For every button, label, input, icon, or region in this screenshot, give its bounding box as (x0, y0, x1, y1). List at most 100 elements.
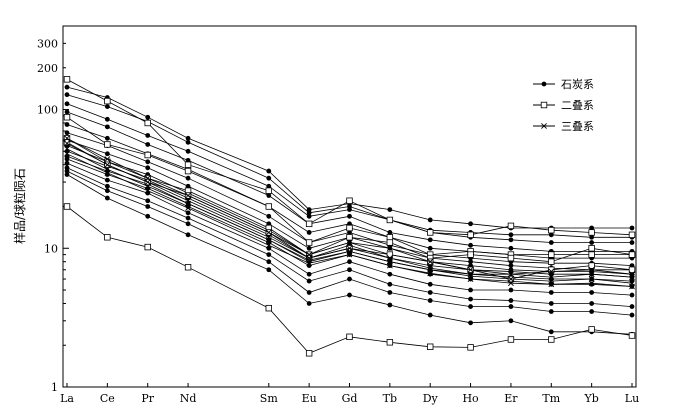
data-point (468, 242, 473, 248)
data-point (64, 84, 70, 90)
data-point (548, 258, 555, 265)
data-point (628, 332, 636, 339)
data-point (63, 139, 71, 146)
y-axis: 1 10 100 200 300 (37, 25, 69, 394)
series-path (66, 167, 633, 307)
data-point (184, 161, 192, 168)
series-path (66, 143, 633, 278)
data-point (265, 236, 272, 243)
legend-label: 二叠系 (561, 99, 594, 112)
data-point (185, 205, 191, 211)
data-point (104, 151, 110, 157)
series-path (66, 111, 632, 252)
series-line (64, 150, 635, 290)
data-point (588, 251, 595, 258)
data-point (347, 292, 352, 298)
data-point (64, 135, 70, 142)
data-point (265, 203, 272, 210)
data-point (144, 187, 151, 194)
data-point (64, 92, 70, 98)
series-line (63, 114, 636, 258)
data-point (145, 198, 151, 204)
data-point (64, 160, 70, 166)
series-line (63, 76, 636, 239)
x-tick-label: Pr (141, 392, 154, 405)
data-point (305, 350, 313, 357)
legend-item: 二叠系 (533, 99, 594, 112)
data-point (629, 292, 635, 298)
data-point (508, 237, 514, 243)
data-point (63, 76, 71, 83)
series-path (66, 153, 633, 287)
data-point (145, 165, 151, 171)
x-axis: La Ce Pr Nd Sm Eu Gd Tb Dy Ho Er Tm Yb Lu (60, 383, 639, 405)
data-point (387, 207, 393, 212)
x-tick-label: Eu (302, 392, 317, 405)
data-point (64, 172, 70, 177)
data-point (427, 271, 433, 277)
series-path (66, 141, 633, 280)
data-point (629, 283, 635, 290)
data-point (508, 280, 514, 287)
series-path (66, 206, 633, 354)
data-point (548, 226, 555, 234)
data-point (64, 168, 70, 174)
data-point (266, 183, 272, 189)
data-point (265, 229, 272, 236)
data-point (386, 234, 394, 241)
data-point (346, 251, 353, 258)
data-point (144, 183, 151, 190)
data-point (508, 287, 514, 293)
data-point (64, 150, 70, 157)
data-point (306, 245, 312, 251)
data-point (468, 259, 473, 265)
data-point (548, 266, 555, 273)
data-point (548, 232, 554, 238)
data-point (104, 183, 110, 189)
data-point (104, 97, 111, 105)
data-point (346, 239, 353, 246)
data-point (145, 133, 151, 138)
data-point (588, 245, 595, 252)
data-point (508, 276, 514, 282)
series-path (66, 137, 633, 263)
data-point (63, 203, 71, 210)
data-point (145, 142, 151, 147)
data-point (468, 296, 473, 302)
data-point (306, 213, 312, 219)
data-point (468, 320, 473, 326)
data-point (145, 204, 151, 209)
legend-item: 三叠系 (533, 120, 594, 133)
data-point (508, 298, 514, 303)
data-point (306, 263, 312, 268)
data-point (508, 245, 514, 251)
data-point (104, 135, 110, 141)
series-path (66, 162, 633, 296)
x-tick-label: Ho (462, 392, 479, 405)
data-point (144, 151, 151, 159)
data-point (266, 213, 272, 219)
data-point (548, 251, 555, 258)
data-point (306, 210, 312, 216)
data-point (588, 271, 595, 278)
data-point (540, 101, 548, 109)
data-point (427, 217, 433, 223)
data-point (629, 240, 635, 245)
data-point (184, 167, 192, 175)
series-path (66, 116, 632, 256)
data-point (548, 301, 554, 306)
data-point (629, 225, 635, 231)
data-point (427, 298, 433, 303)
data-point (427, 290, 433, 295)
series-path (66, 137, 633, 275)
x-tick-label: Yb (583, 392, 598, 405)
data-point (266, 259, 272, 265)
data-point (144, 179, 151, 185)
series-path (66, 94, 632, 238)
x-tick-label: Er (504, 392, 518, 405)
data-point (507, 336, 515, 343)
data-point (305, 220, 313, 228)
data-point (427, 281, 433, 287)
data-point (347, 213, 352, 219)
